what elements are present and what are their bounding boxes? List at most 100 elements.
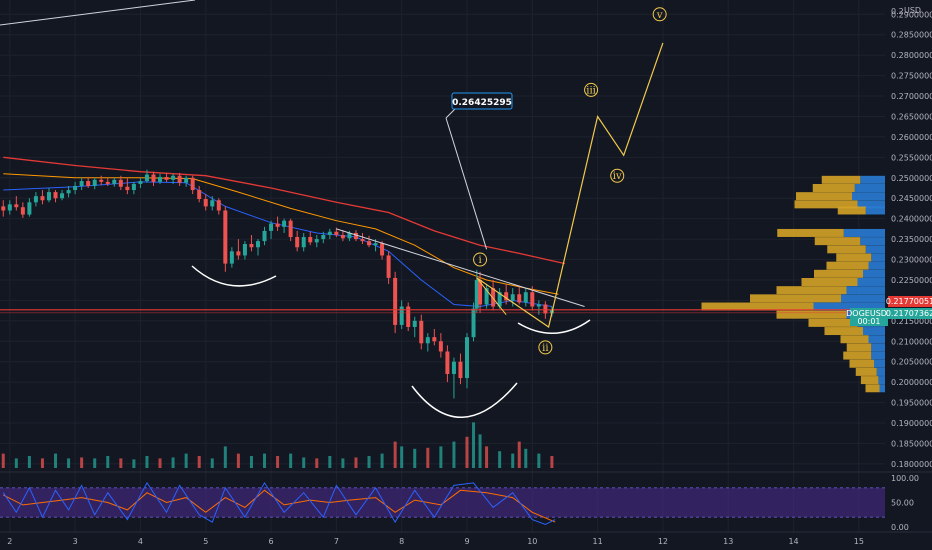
- candle-13: [86, 176, 91, 188]
- volume-bar-4: [54, 453, 58, 468]
- date-axis[interactable]: 2 3 4 5 6 7 8 9 10 11 12 13 14 15: [0, 531, 932, 546]
- vp-up-bar-10: [863, 269, 885, 278]
- candle-80: [517, 286, 522, 305]
- candle-body-69: [451, 361, 456, 374]
- candle-body-79: [510, 294, 515, 301]
- volume-bar-28: [367, 456, 371, 468]
- candle-body-11: [73, 185, 78, 191]
- candle-34: [223, 206, 228, 272]
- candle-body-55: [360, 239, 365, 242]
- candle-11: [73, 181, 78, 195]
- candle-12: [79, 177, 84, 191]
- cup-arc-bottom[interactable]: [411, 382, 518, 418]
- candle-38: [249, 235, 254, 252]
- volume-bar-20: [263, 453, 267, 468]
- candle-body-23: [151, 174, 156, 182]
- candle-body-59: [386, 255, 391, 278]
- cup-arc-left[interactable]: [191, 265, 277, 287]
- candle-body-64: [419, 320, 424, 344]
- vp-down-bar-16: [808, 318, 858, 327]
- candle-body-51: [334, 231, 339, 235]
- candle-83: [536, 300, 541, 315]
- wave-i-ii-path[interactable]: [476, 277, 507, 316]
- candle-body-77: [497, 292, 502, 307]
- date-tick-11: 13: [723, 537, 733, 546]
- elliott-wave-projection[interactable]: [476, 42, 664, 328]
- vp-down-bar-9: [826, 261, 869, 270]
- candle-body-33: [216, 200, 221, 211]
- candle-63: [412, 316, 417, 338]
- candle-body-4: [27, 202, 32, 215]
- candle-body-17: [112, 179, 117, 184]
- candle-6: [40, 190, 45, 205]
- candle-55: [360, 232, 365, 244]
- candle-66: [432, 329, 437, 346]
- resistance-trendline[interactable]: [336, 228, 585, 307]
- candle-body-15: [99, 179, 104, 182]
- drawings[interactable]: [191, 108, 591, 418]
- wave-label-iv[interactable]: iv: [610, 168, 625, 183]
- wave-label-i[interactable]: i: [473, 252, 488, 267]
- vp-down-bar-23: [860, 376, 879, 385]
- candle-77: [497, 288, 502, 309]
- vp-down-bar-6: [814, 237, 861, 246]
- wave-text-i: i: [478, 255, 481, 266]
- candle-body-43: [282, 220, 287, 227]
- wave-circle-i: [473, 252, 488, 267]
- candle-body-54: [353, 232, 358, 240]
- vp-down-bar-8: [836, 253, 872, 262]
- candle-body-19: [125, 186, 130, 191]
- volume-bar-18: [236, 453, 240, 468]
- callout-value: 0.26425295: [452, 98, 512, 108]
- volume-bar-34: [439, 446, 443, 468]
- callout-box[interactable]: [451, 92, 513, 110]
- wave-label-iii[interactable]: iii: [584, 82, 599, 97]
- candle-37: [242, 241, 247, 260]
- volume-bar-40: [498, 451, 502, 468]
- callout[interactable]: 0.26425295: [445, 92, 513, 250]
- volume-bar-19: [249, 456, 253, 468]
- candle-body-61: [399, 306, 404, 325]
- volume-bar-13: [171, 457, 175, 468]
- trendline-top-left[interactable]: [0, 0, 196, 26]
- current-price-text: 0.21770051: [886, 297, 932, 306]
- wave-label-v[interactable]: v: [652, 7, 667, 22]
- candle-16: [105, 177, 110, 186]
- candle-49: [321, 231, 326, 244]
- candle-body-29: [190, 177, 195, 191]
- candle-20: [131, 181, 136, 195]
- candle-2: [14, 196, 19, 211]
- candle-body-65: [425, 337, 430, 344]
- candle-26: [171, 173, 176, 184]
- volume-bar-21: [276, 456, 280, 468]
- osc-band: [0, 487, 885, 518]
- wave-label-ii[interactable]: ii: [538, 340, 553, 355]
- candle-body-31: [203, 199, 208, 207]
- date-tick-6: 8: [399, 537, 404, 546]
- candle-body-34: [223, 210, 228, 264]
- candle-body-18: [118, 179, 123, 187]
- candle-69: [451, 357, 456, 399]
- vp-up-bar-1: [854, 184, 885, 192]
- cup-arc-right[interactable]: [517, 319, 591, 334]
- volume-bar-5: [67, 458, 71, 468]
- wave-text-iii: iii: [586, 85, 596, 96]
- lines-overlay[interactable]: [0, 228, 888, 314]
- volume-bar-33: [426, 447, 430, 468]
- vp-down-bar-22: [855, 367, 877, 376]
- candle-7: [46, 188, 51, 203]
- volume-bar-31: [400, 446, 404, 468]
- candle-47: [308, 231, 313, 246]
- wave-projection-path[interactable]: [476, 42, 664, 328]
- volume-bar-6: [80, 457, 84, 468]
- vp-down-bar-11: [801, 278, 858, 286]
- candle-36: [236, 239, 241, 260]
- volume-bar-7: [93, 458, 97, 468]
- price-axis-bg: [886, 0, 932, 470]
